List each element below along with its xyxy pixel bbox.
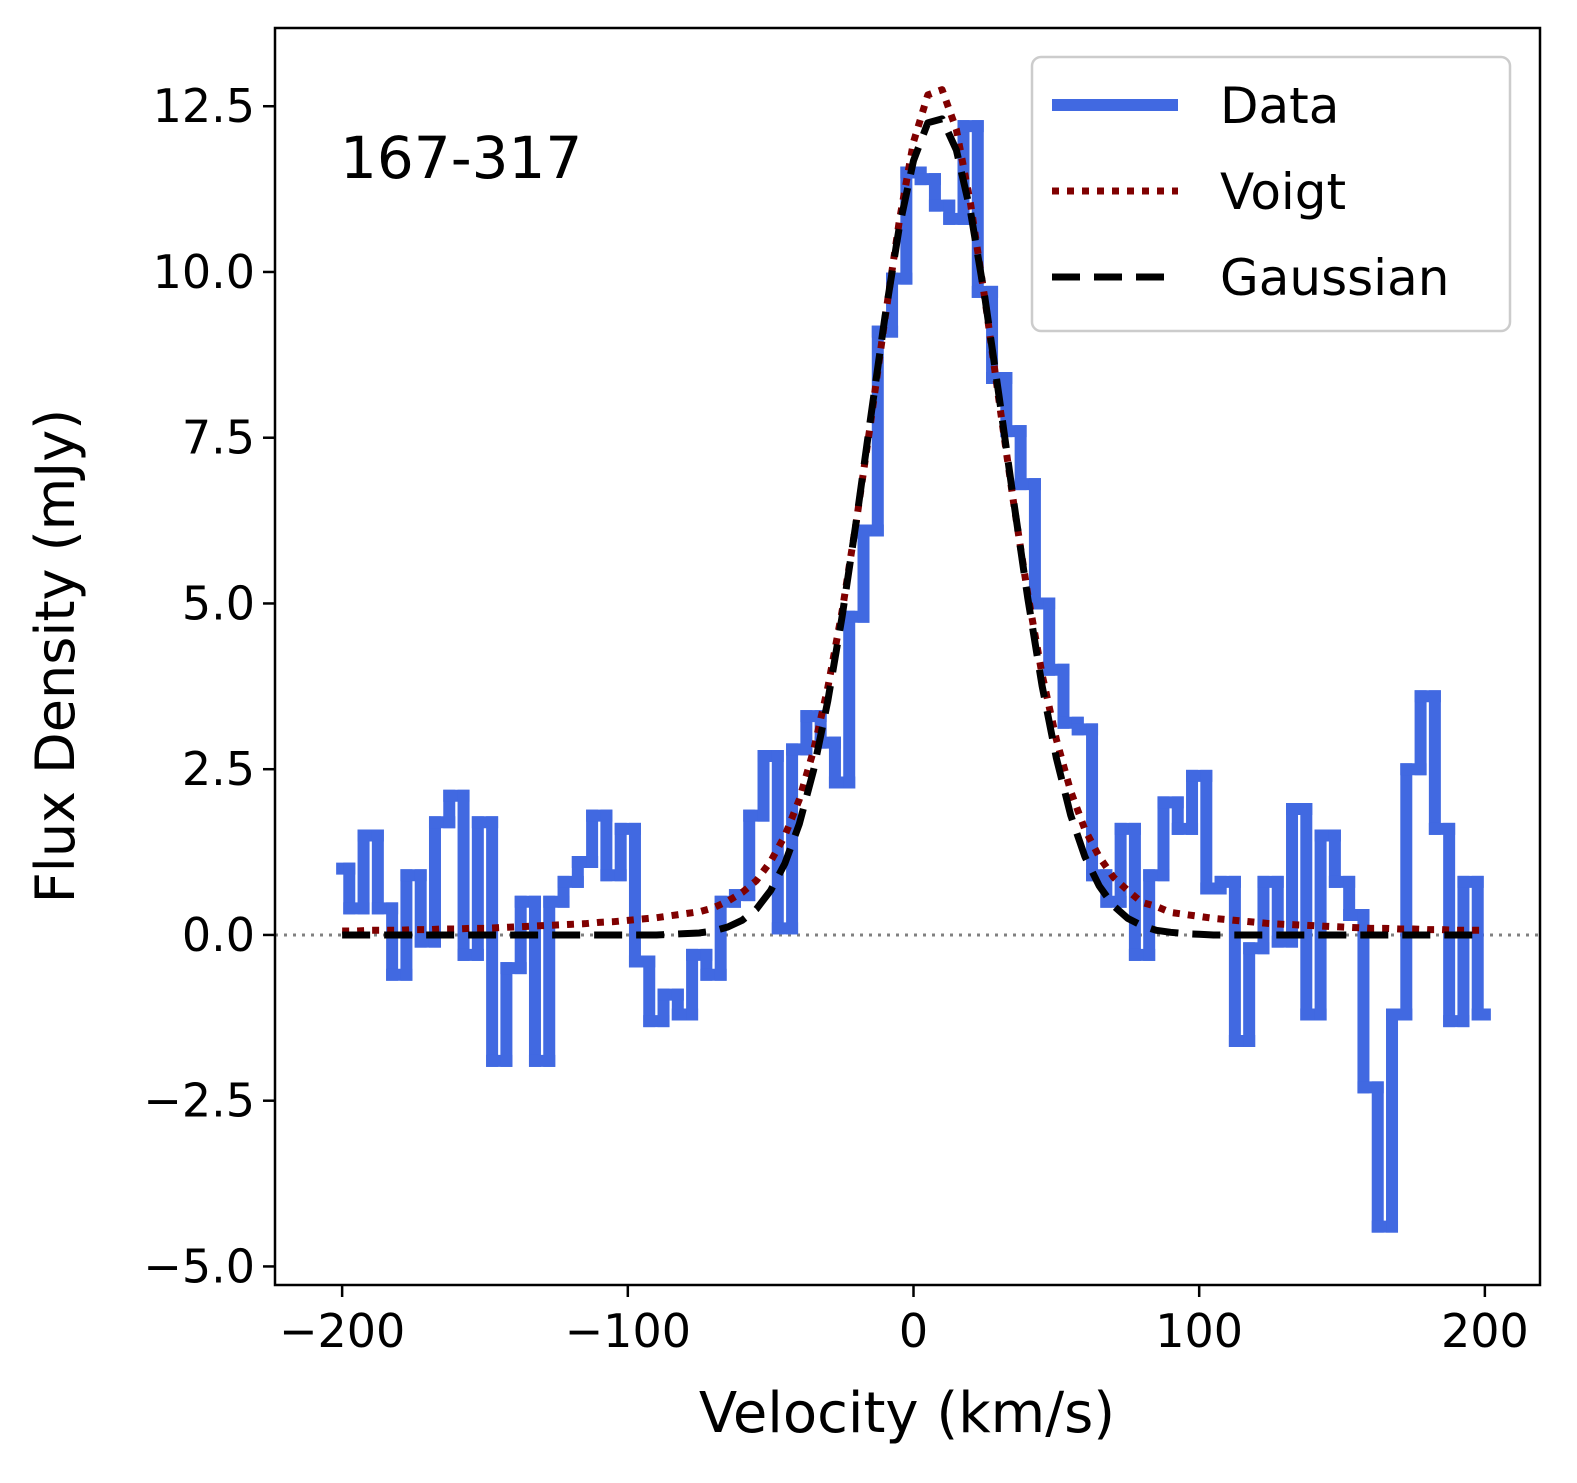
x-axis-label: Velocity (km/s): [699, 1381, 1115, 1446]
y-tick-label: 7.5: [182, 411, 255, 465]
y-tick-label: −2.5: [143, 1074, 255, 1128]
y-tick-label: 12.5: [153, 79, 255, 133]
legend: Data Voigt Gaussian: [1030, 55, 1512, 333]
y-tick-label: 2.5: [182, 742, 255, 796]
x-tick-label: 100: [1155, 1304, 1243, 1358]
y-tick-label: 0.0: [182, 908, 255, 962]
legend-label: Data: [1220, 77, 1339, 135]
x-tick-label: 0: [899, 1304, 928, 1358]
legend-label: Gaussian: [1220, 249, 1449, 307]
y-tick-label: −5.0: [143, 1239, 255, 1293]
y-tick-label: 5.0: [182, 576, 255, 630]
series-line: [342, 86, 1485, 935]
y-axis-label: Flux Density (mJy): [24, 409, 87, 904]
x-tick-label: 200: [1441, 1304, 1529, 1358]
y-tick-label: 10.0: [153, 245, 255, 299]
legend-box: [1030, 55, 1512, 333]
x-tick-label: −100: [565, 1304, 691, 1358]
ticks: −200 −100 0 100 200 −5.0 −2.5 0.0 2.5 5.0 7.5 10.0 1…: [143, 79, 1528, 1358]
annotation: 167-317: [340, 124, 582, 192]
legend-label: Voigt: [1220, 163, 1346, 221]
series-line: [342, 115, 1485, 939]
plot-area: [275, 86, 1540, 1233]
axes-frame: [273, 26, 1542, 1287]
x-tick-label: −200: [279, 1304, 405, 1358]
